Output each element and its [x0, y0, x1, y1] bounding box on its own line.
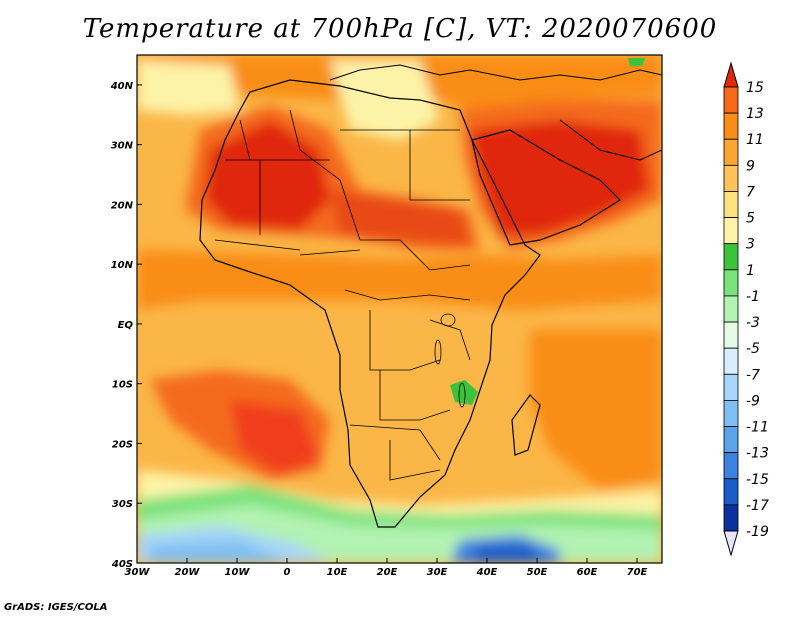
- colorbar-swatch: [723, 86, 739, 114]
- lat-tick-label: 40S: [111, 559, 133, 570]
- colorbar-label: -19: [746, 524, 769, 540]
- colorbar-label: 13: [746, 106, 764, 122]
- colorbar-swatch: [723, 138, 739, 166]
- lat-tick-label: 30N: [111, 141, 134, 152]
- map-title: Temperature at 700hPa [C], VT: 202007060…: [82, 14, 718, 44]
- colorbar-swatch: [723, 504, 739, 532]
- lon-tick-label: 60E: [577, 567, 598, 578]
- colorbar-label: -5: [746, 341, 760, 357]
- colorbar-label: 5: [746, 211, 755, 227]
- colorbar-swatch: [723, 478, 739, 506]
- colorbar-swatch: [723, 452, 739, 480]
- lon-tick-label: 20E: [377, 567, 398, 578]
- colorbar-label: 1: [746, 263, 755, 279]
- colorbar-label: -13: [746, 446, 769, 462]
- colorbar-swatch: [723, 191, 739, 218]
- lon-tick-label: 20W: [175, 567, 201, 578]
- colorbar-swatch: [723, 217, 739, 245]
- lon-tick-label: 30E: [427, 567, 448, 578]
- colorbar-swatch: [723, 269, 739, 297]
- lat-tick-label: 10N: [111, 260, 134, 271]
- colorbar-label: 9: [746, 158, 755, 174]
- colorbar-label: -11: [746, 420, 769, 436]
- temperature-field: [137, 55, 662, 563]
- colorbar-swatch: [723, 347, 739, 375]
- colorbar-label: -3: [746, 315, 760, 331]
- colorbar-label: 11: [746, 132, 764, 148]
- colorbar-swatch: [723, 321, 739, 349]
- lon-tick-label: 10E: [327, 567, 348, 578]
- lat-tick-label: 20S: [112, 439, 133, 450]
- colorbar-label: 3: [746, 237, 755, 253]
- colorbar-swatch: [723, 295, 739, 323]
- colorbar-swatch: [723, 426, 739, 454]
- colorbar: 15 13 11 9 7 5 3 1 -1 -3 -5 -7 -9 -11 -13 -15 -17 -19: [723, 61, 769, 557]
- colorbar-label: -1: [746, 289, 760, 305]
- colorbar-label: -17: [746, 498, 769, 514]
- lat-tick-labels: 40N 30N 20N 10N EQ 10S 20S 30S 40S: [110, 81, 142, 570]
- lat-tick-label: EQ: [118, 320, 134, 331]
- plot-frame: [136, 54, 663, 564]
- lon-tick-label: 50E: [527, 567, 548, 578]
- lon-tick-label: 70E: [627, 567, 648, 578]
- lat-tick-label: 20N: [111, 200, 134, 211]
- lat-tick-label: 10S: [112, 380, 133, 391]
- lon-tick-label: 30W: [125, 567, 151, 578]
- lat-tick-label: 40N: [110, 81, 134, 92]
- credit-label: GrADS: IGES/COLA: [4, 602, 108, 613]
- colorbar-label: -9: [746, 393, 760, 409]
- colorbar-swatch: [723, 400, 739, 427]
- colorbar-bottom-arrow: [723, 530, 739, 557]
- lon-tick-label: 10W: [225, 567, 251, 578]
- lat-tick-label: 30S: [112, 499, 133, 510]
- colorbar-swatch: [723, 112, 739, 140]
- lon-tick-label: 40E: [476, 567, 498, 578]
- colorbar-top-arrow: [723, 61, 739, 88]
- colorbar-swatch: [723, 164, 739, 192]
- colorbar-label: 7: [746, 184, 755, 200]
- colorbar-swatch: [723, 243, 739, 271]
- lon-tick-label: 0: [284, 567, 291, 578]
- lon-tick-labels: 30W 20W 10W 0 10E 20E 30E 40E 50E 60E 70E: [125, 558, 648, 578]
- colorbar-label: -15: [746, 472, 769, 488]
- colorbar-label: -7: [746, 367, 760, 383]
- colorbar-label: 15: [746, 80, 764, 96]
- colorbar-swatch: [723, 373, 739, 401]
